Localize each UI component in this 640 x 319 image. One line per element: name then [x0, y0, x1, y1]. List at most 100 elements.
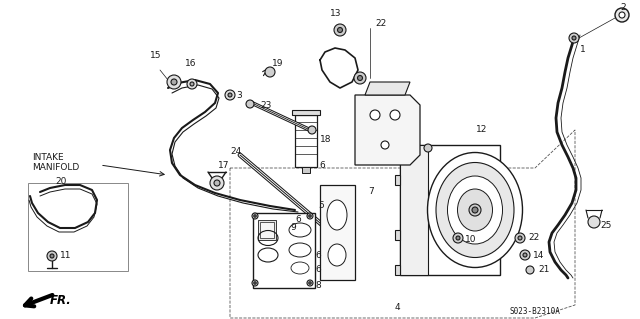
Circle shape — [252, 280, 258, 286]
Bar — [295, 115, 317, 167]
Text: 6: 6 — [315, 265, 321, 275]
Circle shape — [381, 141, 389, 149]
Ellipse shape — [289, 223, 311, 237]
Text: 22: 22 — [528, 234, 540, 242]
Circle shape — [472, 207, 478, 213]
Circle shape — [214, 180, 220, 186]
Text: 22: 22 — [375, 19, 387, 28]
Ellipse shape — [428, 152, 522, 268]
Text: FR.: FR. — [50, 293, 72, 307]
Polygon shape — [355, 95, 420, 165]
Circle shape — [309, 282, 311, 284]
Bar — [320, 185, 355, 280]
Text: 15: 15 — [150, 50, 161, 60]
Circle shape — [265, 67, 275, 77]
Circle shape — [252, 213, 258, 219]
Bar — [260, 222, 274, 238]
Circle shape — [187, 79, 197, 89]
Circle shape — [619, 12, 625, 18]
Text: 8: 8 — [315, 280, 321, 290]
Circle shape — [190, 82, 194, 86]
Circle shape — [308, 126, 316, 134]
Circle shape — [225, 90, 235, 100]
Text: 6: 6 — [295, 216, 301, 225]
Text: 2: 2 — [620, 4, 626, 12]
Circle shape — [453, 233, 463, 243]
Circle shape — [615, 8, 629, 22]
Text: 4: 4 — [395, 303, 401, 313]
Text: 19: 19 — [272, 58, 284, 68]
Text: 14: 14 — [533, 250, 545, 259]
Circle shape — [167, 75, 181, 89]
Circle shape — [309, 215, 311, 217]
Text: 12: 12 — [476, 125, 488, 135]
Circle shape — [518, 236, 522, 240]
Circle shape — [588, 216, 600, 228]
Circle shape — [254, 282, 256, 284]
Circle shape — [228, 93, 232, 97]
Circle shape — [456, 236, 460, 240]
Text: 25: 25 — [600, 220, 611, 229]
Text: 13: 13 — [330, 10, 342, 19]
Circle shape — [370, 110, 380, 120]
Polygon shape — [395, 265, 400, 275]
Text: 24: 24 — [230, 147, 241, 157]
Text: 11: 11 — [60, 251, 72, 261]
Text: S023-B2310A: S023-B2310A — [510, 308, 561, 316]
Ellipse shape — [327, 200, 347, 230]
Ellipse shape — [289, 243, 311, 257]
Text: 23: 23 — [260, 100, 271, 109]
Text: 1: 1 — [580, 46, 586, 55]
Text: 9: 9 — [290, 224, 296, 233]
Text: 5: 5 — [318, 201, 324, 210]
Circle shape — [171, 79, 177, 85]
Ellipse shape — [291, 262, 309, 274]
Circle shape — [520, 250, 530, 260]
Circle shape — [424, 144, 432, 152]
Ellipse shape — [328, 244, 346, 266]
Circle shape — [390, 110, 400, 120]
Text: 6: 6 — [319, 160, 324, 169]
Circle shape — [354, 72, 366, 84]
Text: MANIFOLD: MANIFOLD — [32, 162, 79, 172]
Circle shape — [569, 33, 579, 43]
Bar — [400, 145, 500, 275]
Polygon shape — [395, 175, 400, 185]
Circle shape — [210, 176, 224, 190]
Circle shape — [337, 27, 342, 33]
Circle shape — [254, 215, 256, 217]
Circle shape — [572, 36, 576, 40]
Bar — [253, 213, 315, 288]
Circle shape — [469, 204, 481, 216]
Text: INTAKE: INTAKE — [32, 153, 63, 162]
Circle shape — [358, 76, 362, 80]
Ellipse shape — [447, 176, 502, 244]
Text: 18: 18 — [320, 136, 332, 145]
Text: 17: 17 — [218, 160, 230, 169]
Text: 21: 21 — [538, 265, 549, 275]
Circle shape — [307, 280, 313, 286]
Circle shape — [523, 253, 527, 257]
Ellipse shape — [436, 162, 514, 257]
Circle shape — [515, 233, 525, 243]
Bar — [400, 145, 428, 275]
Bar — [302, 167, 310, 173]
Text: 6: 6 — [315, 250, 321, 259]
Circle shape — [334, 24, 346, 36]
Text: 20: 20 — [55, 177, 67, 187]
Circle shape — [50, 254, 54, 258]
Circle shape — [307, 213, 313, 219]
Polygon shape — [395, 230, 400, 240]
Circle shape — [47, 251, 57, 261]
Polygon shape — [292, 110, 320, 115]
Bar — [28, 183, 128, 271]
Text: 10: 10 — [465, 235, 477, 244]
Text: 3: 3 — [236, 91, 242, 100]
Text: 16: 16 — [185, 60, 196, 69]
Bar — [258, 220, 276, 240]
Polygon shape — [365, 82, 410, 95]
Text: 7: 7 — [368, 188, 374, 197]
Ellipse shape — [458, 189, 493, 231]
Circle shape — [526, 266, 534, 274]
Circle shape — [246, 100, 254, 108]
